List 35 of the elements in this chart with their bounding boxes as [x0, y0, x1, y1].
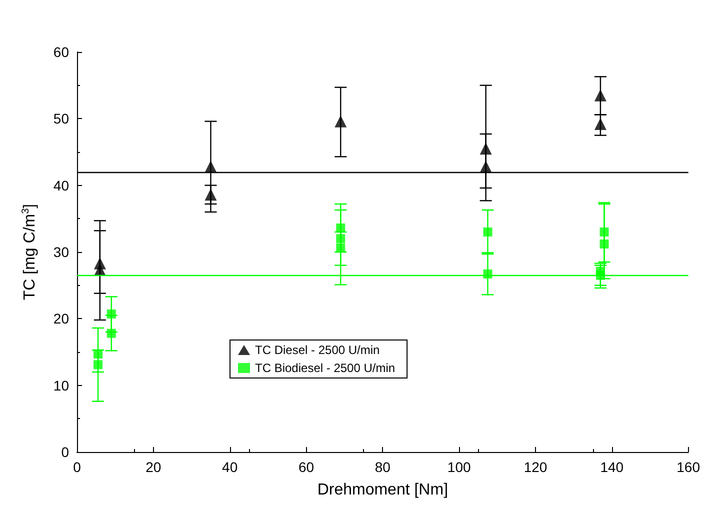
x-tick-label: 0 [73, 459, 82, 475]
x-tick-label: 140 [600, 459, 624, 475]
y-tick-label: 0 [61, 444, 70, 460]
point [336, 224, 346, 232]
x-tick-label: 60 [298, 459, 314, 475]
point [336, 234, 346, 244]
legend-label: TC Biodiesel - 2500 U/min [255, 361, 396, 375]
point [336, 244, 346, 252]
x-tick-label: 40 [222, 459, 238, 475]
y-tick-label: 20 [53, 310, 70, 327]
point [94, 360, 103, 370]
point [483, 228, 492, 236]
point [106, 328, 116, 338]
point [204, 188, 217, 201]
point [600, 240, 609, 248]
x-tick-label: 100 [447, 459, 471, 475]
y-axis-title: TC [mg C/m3] [20, 204, 38, 300]
point [106, 310, 116, 318]
point [334, 115, 347, 128]
x-tick-label: 120 [524, 459, 548, 475]
y-tick-label: 60 [53, 44, 70, 60]
point [594, 89, 606, 102]
legend-label: TC Diesel - 2500 U/min [255, 343, 380, 357]
y-tick-label: 50 [53, 110, 70, 127]
x-axis-title: Drehmoment [Nm] [317, 482, 448, 498]
point [594, 118, 606, 130]
x-tick-label: 80 [374, 459, 391, 475]
y-tick-label: 10 [53, 377, 70, 394]
x-tick-label: 160 [676, 459, 700, 475]
point [204, 160, 217, 173]
y-tick-label: 30 [53, 244, 70, 260]
point [600, 228, 609, 236]
point [480, 142, 492, 155]
x-tick-label: 20 [146, 459, 162, 475]
y-tick-label: 40 [53, 177, 70, 194]
